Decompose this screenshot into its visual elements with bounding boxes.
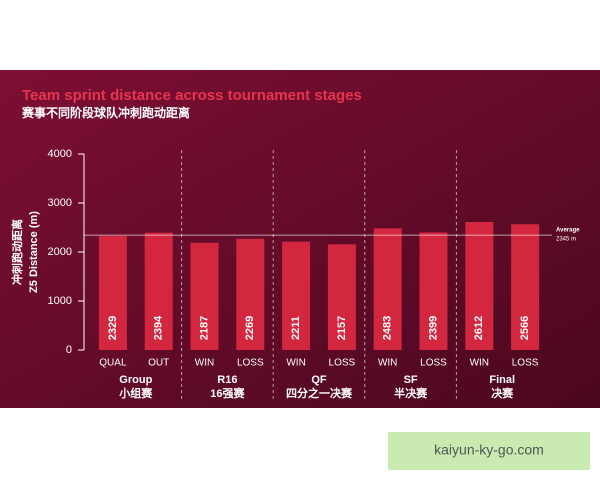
y-tick-label: 2000 (48, 246, 72, 258)
bar (373, 228, 402, 350)
group-label: Final (489, 374, 515, 386)
average-label: Average (556, 228, 580, 234)
group-label-zh: 16强赛 (210, 386, 245, 400)
value-label: 2394 (153, 315, 165, 340)
x-tick-label: LOSS (237, 358, 264, 369)
x-tick-label: WIN (470, 358, 489, 369)
value-label: 2211 (290, 316, 302, 340)
group-label: QF (311, 374, 327, 386)
bar (98, 235, 127, 350)
bar (419, 232, 448, 350)
watermark-box (388, 432, 590, 470)
x-tick-label: LOSS (512, 358, 539, 369)
group-label: SF (404, 374, 418, 386)
y-tick-label: 0 (66, 344, 72, 356)
value-label: 2483 (382, 316, 394, 340)
x-tick-label: QUAL (99, 358, 127, 369)
group-label-zh: 小组赛 (118, 386, 153, 400)
y-tick-label: 3000 (48, 197, 72, 209)
x-tick-label: WIN (195, 358, 214, 369)
value-label: 2329 (107, 316, 119, 340)
y-tick-label: 4000 (48, 148, 72, 160)
value-label: 2399 (427, 316, 439, 340)
bar (236, 238, 265, 350)
x-tick-label: LOSS (329, 358, 356, 369)
bar (190, 242, 219, 350)
group-label: R16 (217, 374, 237, 386)
average-value-label: 2345 m (556, 237, 576, 243)
y-axis-label: Z5 Distance (m) (28, 211, 40, 293)
value-label: 2187 (198, 316, 210, 340)
value-label: 2566 (519, 316, 531, 340)
value-label: 2612 (473, 316, 485, 340)
bar (511, 224, 540, 350)
bar (327, 244, 356, 350)
x-tick-label: WIN (378, 358, 397, 369)
x-tick-label: LOSS (420, 358, 447, 369)
bar (144, 232, 173, 350)
group-label: Group (119, 374, 152, 386)
y-axis-label-zh: 冲刺跑动距离 (10, 219, 24, 285)
x-tick-label: WIN (286, 358, 305, 369)
watermark: kaiyun-ky-go.com (434, 442, 544, 458)
value-label: 2269 (244, 316, 256, 340)
group-label-zh: 决赛 (491, 386, 514, 400)
value-label: 2157 (336, 316, 348, 340)
y-tick-label: 1000 (48, 295, 72, 307)
bar (465, 222, 494, 350)
group-label-zh: 半决赛 (394, 386, 428, 400)
chart-subtitle: 赛事不同阶段球队冲刺跑动距离 (21, 105, 190, 120)
bar (282, 241, 311, 350)
x-tick-label: OUT (148, 358, 169, 369)
chart-title: Team sprint distance across tournament s… (22, 87, 362, 104)
group-label-zh: 四分之一决赛 (286, 386, 353, 400)
